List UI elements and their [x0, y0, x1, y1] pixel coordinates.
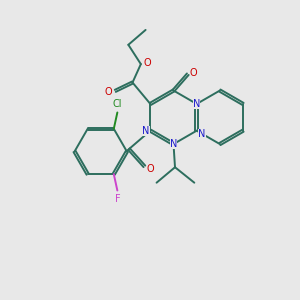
Text: F: F — [115, 194, 120, 203]
Text: O: O — [105, 87, 112, 97]
Text: O: O — [146, 164, 154, 174]
Text: O: O — [144, 58, 151, 68]
Text: N: N — [198, 129, 206, 139]
Text: N: N — [170, 139, 177, 149]
Text: N: N — [193, 99, 200, 109]
Text: O: O — [190, 68, 197, 78]
Text: Cl: Cl — [112, 100, 122, 110]
Text: N: N — [142, 126, 150, 136]
